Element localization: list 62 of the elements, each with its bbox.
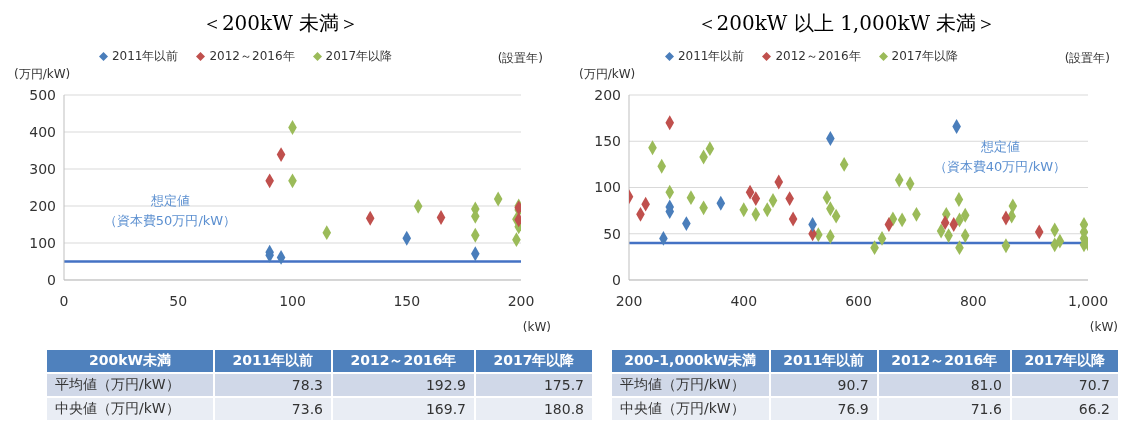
legend-label: 2017年以降 <box>325 48 393 65</box>
y-tick-label: 150 <box>594 133 621 150</box>
annotation: 想定値 <box>149 192 191 210</box>
x-tick-label: 800 <box>959 292 987 309</box>
x-tick-label: 200 <box>507 292 535 309</box>
y-tick-label: 平均値（万円/kW） <box>611 373 770 397</box>
y-tick-label: 300 <box>29 160 56 177</box>
x-tick-label: 1,000 <box>1067 292 1109 309</box>
y-tick-label: 0 <box>47 271 56 288</box>
x-tick-label: 0 <box>59 292 69 309</box>
x-tick-label: 2017年以降 <box>1010 349 1119 373</box>
chart-title: ＜200kW 未満＞ <box>200 10 361 37</box>
y-tick-label: 0 <box>612 271 621 288</box>
data-label: 70.7 <box>1010 373 1119 397</box>
legend-label: 2012～2016年 <box>775 48 861 65</box>
x-tick-label: 2011年以前 <box>214 349 332 373</box>
legend-label: 2012～2016年 <box>209 48 295 65</box>
y-tick-label: 50 <box>603 225 621 242</box>
x-tick-label: 2012～2016年 <box>332 349 475 373</box>
annotation: （資本費40万円/kW） <box>932 158 1068 176</box>
x-tick-label: 100 <box>279 292 306 309</box>
y-tick-label: 平均値（万円/kW） <box>46 373 214 397</box>
y-axis-title: (万円/kW) <box>579 66 636 83</box>
data-label: 73.6 <box>214 397 332 421</box>
chart-title: ＜200kW 以上 1,000kW 未満＞ <box>695 10 998 37</box>
y-tick-label: 100 <box>594 179 621 196</box>
x-tick-label: 2012～2016年 <box>877 349 1011 373</box>
annotation: （資本費50万円/kW） <box>102 212 238 230</box>
y-tick-label: 200 <box>29 197 56 214</box>
legend-label: 2011年以前 <box>111 48 179 65</box>
x-axis-title: (kW) <box>1089 320 1118 334</box>
x-tick-label: 600 <box>845 292 872 309</box>
y-axis-title: (万円/kW) <box>14 66 71 83</box>
x-tick-label: 400 <box>730 292 758 309</box>
y-tick-label: 200 <box>594 86 621 103</box>
chart-title: 200kW未満 <box>46 349 214 373</box>
y-tick-label: 400 <box>29 123 56 140</box>
x-tick-label: 2011年以前 <box>769 349 878 373</box>
legend-label: 2011年以前 <box>677 48 745 65</box>
data-label: 180.8 <box>475 397 593 421</box>
y-tick-label: 500 <box>29 86 56 103</box>
data-label: 78.3 <box>214 373 332 397</box>
data-label: 76.9 <box>769 397 878 421</box>
legend-title: (設置年) <box>497 50 543 67</box>
data-label: 90.7 <box>769 373 878 397</box>
x-axis-title: (kW) <box>522 320 551 334</box>
data-label: 81.0 <box>877 373 1011 397</box>
y-tick-label: 中央値（万円/kW） <box>611 397 770 421</box>
legend-label: 2017年以降 <box>891 48 959 65</box>
x-tick-label: 150 <box>393 292 421 309</box>
y-tick-label: 100 <box>29 234 56 251</box>
legend-title: (設置年) <box>1064 50 1110 67</box>
data-label: 175.7 <box>475 373 593 397</box>
data-label: 192.9 <box>332 373 475 397</box>
x-tick-label: 2017年以降 <box>475 349 593 373</box>
data-label: 169.7 <box>332 397 475 421</box>
annotation: 想定値 <box>979 138 1021 156</box>
data-label: 66.2 <box>1010 397 1119 421</box>
x-tick-label: 50 <box>169 292 188 309</box>
data-label: 71.6 <box>877 397 1011 421</box>
y-tick-label: 中央値（万円/kW） <box>46 397 214 421</box>
chart-title: 200-1,000kW未満 <box>611 349 770 373</box>
